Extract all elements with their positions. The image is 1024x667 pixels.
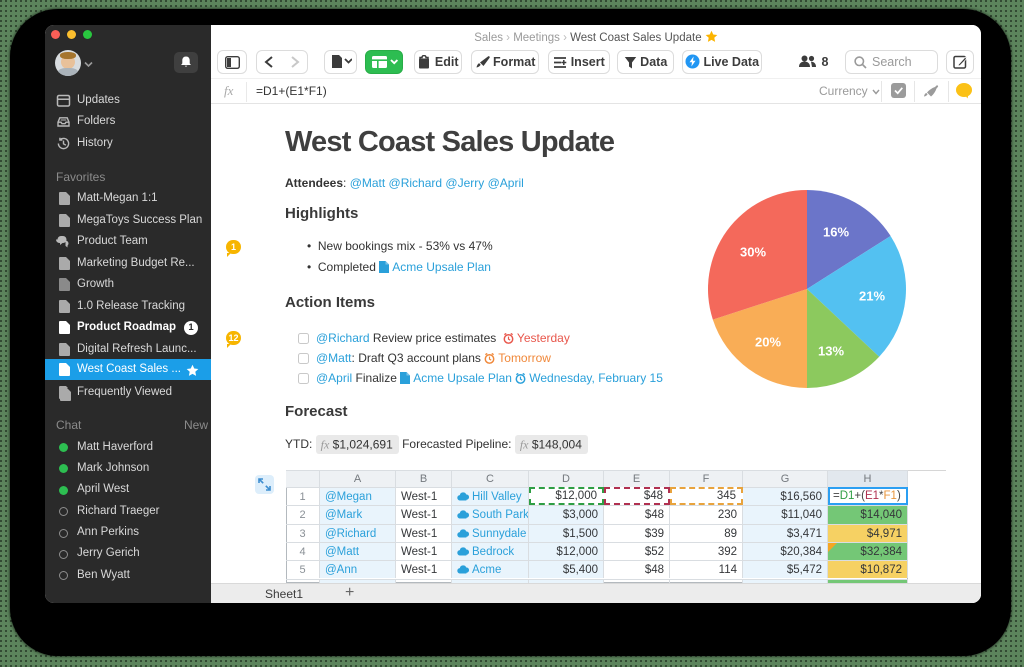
svg-text:13%: 13% [818,344,844,359]
svg-text:20%: 20% [755,335,781,350]
svg-text:30%: 30% [740,245,766,260]
svg-text:16%: 16% [823,225,849,240]
svg-text:21%: 21% [859,289,885,304]
